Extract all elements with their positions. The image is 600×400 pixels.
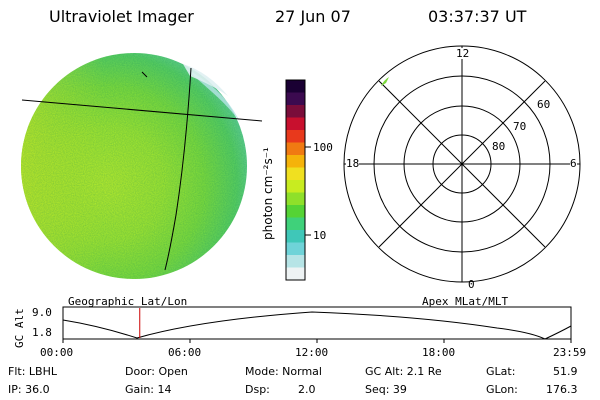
time-label: 03:37:37 UT — [428, 7, 527, 26]
colorbar-cell — [286, 192, 305, 206]
colorbar-scale — [286, 80, 305, 281]
colorbar-cell — [286, 92, 305, 106]
colorbar-cell — [286, 130, 305, 143]
colorbar-cell — [286, 167, 305, 181]
earth-disk — [21, 53, 247, 279]
info-glon-value: 176.3 — [546, 383, 578, 396]
mlt-label-6: 6 — [570, 157, 577, 170]
info-glat-label: GLat: — [486, 365, 516, 378]
colorbar-cell — [286, 142, 305, 156]
info-door: Door: Open — [125, 365, 188, 378]
x-tick-2359: 23:59 — [553, 346, 587, 359]
date-label: 27 Jun 07 — [275, 7, 351, 26]
colorbar-tick-10: 10 — [313, 229, 327, 242]
mlt-label-0: 0 — [468, 278, 475, 291]
colorbar-tick-100: 100 — [313, 141, 333, 154]
x-tick-0000: 00:00 — [40, 346, 74, 359]
info-gc-alt: GC Alt: 2.1 Re — [365, 365, 442, 378]
info-glon-label: GLon: — [486, 383, 518, 396]
x-tick-1800: 18:00 — [422, 346, 456, 359]
altitude-curve — [62, 311, 572, 340]
colorbar-cell — [286, 242, 305, 256]
colorbar-cell — [286, 230, 305, 243]
colorbar-cell — [286, 105, 305, 118]
x-tick-0600: 06:00 — [168, 346, 202, 359]
y-tick-9: 9.0 — [32, 306, 52, 319]
colorbar-cell — [286, 180, 305, 193]
info-flt: Flt: LBHL — [8, 365, 57, 378]
info-glat-value: 51.9 — [553, 365, 578, 378]
colorbar-cell — [286, 255, 305, 268]
polar-aurora-patch — [381, 77, 389, 86]
x-axis-ticks — [62, 339, 572, 343]
colorbar-cell — [286, 205, 305, 218]
mlt-label-18: 18 — [346, 157, 360, 170]
info-mode: Mode: Normal — [245, 365, 322, 378]
lat-label-60: 60 — [537, 98, 551, 111]
apex-label: Apex MLat/MLT — [422, 295, 509, 308]
colorbar-cell — [286, 117, 305, 131]
geographic-label: Geographic Lat/Lon — [68, 295, 188, 308]
polar-diagonal-2 — [378, 80, 546, 248]
colorbar-cell — [286, 80, 305, 93]
info-ip: IP: 36.0 — [8, 383, 50, 396]
instrument-title: Ultraviolet Imager — [49, 7, 194, 26]
info-dsp-label: Dsp: — [245, 383, 270, 396]
colorbar-cell — [286, 217, 305, 231]
lat-label-70: 70 — [513, 120, 527, 133]
y-tick-1-8: 1.8 — [32, 326, 52, 339]
colorbar-cell — [286, 155, 305, 168]
geographic-grid-lines — [21, 67, 263, 271]
lat-label-80: 80 — [492, 140, 506, 153]
x-tick-1200: 12:00 — [295, 346, 329, 359]
mlt-label-12: 12 — [456, 47, 470, 60]
info-seq: Seq: 39 — [365, 383, 407, 396]
info-dsp-value: 2.0 — [298, 383, 316, 396]
info-gain: Gain: 14 — [125, 383, 172, 396]
colorbar-cell — [286, 267, 305, 281]
